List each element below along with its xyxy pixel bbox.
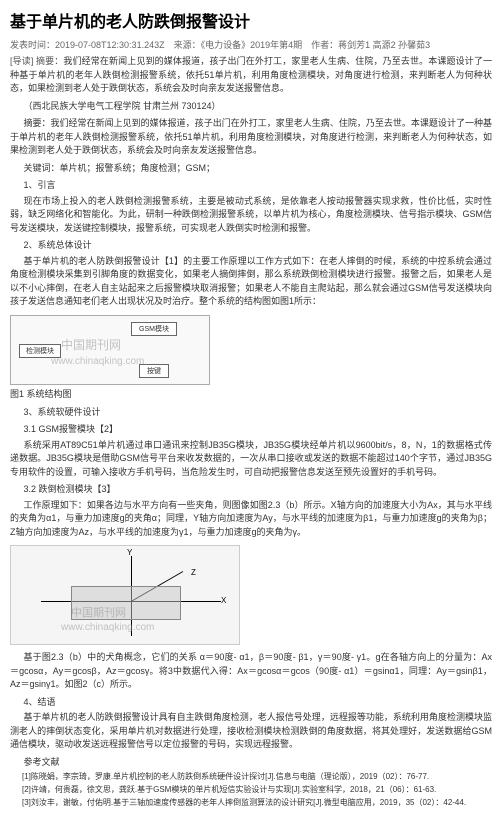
section-3-title: 3、系统软硬件设计 <box>10 406 492 420</box>
section-1-title: 1、引言 <box>10 179 492 193</box>
page-title: 基于单片机的老人防跌倒报警设计 <box>10 8 492 32</box>
meta-line: 发表时间：2019-07-08T12:30:31.243Z 来源：《电力设备》2… <box>10 38 492 51</box>
references-label: 参考文献 <box>10 756 492 770</box>
section-3-2-p1: 工作原理如下：如果各边与水平方向有一些夹角，则图像如图2.3（b）所示。X轴方向… <box>10 499 492 540</box>
ref-3: [3]刘汝丰，谢敏，付佑明.基于三轴加速度传感器的老年人摔倒监测算法的设计研究[… <box>10 797 492 808</box>
fig2-watermark-2: www.chinaqking.com <box>61 622 154 633</box>
lead-text: 我们经常在新闻上见到的媒体报道，孩子出门在外打工，家里老人生病、住院，乃至去世。… <box>10 56 492 93</box>
keywords-text: 单片机；报警系统；角度检测；GSM； <box>60 163 216 173</box>
section-4-title: 4、结语 <box>10 696 492 710</box>
abstract: 摘要：我们经常在新闻上见到的媒体报道，孩子出门在外打工，家里老人生病、住院，乃至… <box>10 117 492 158</box>
figure-1: 检测模块 GSM模块 按键 中国期刊网 www.chinaqking.com 图… <box>10 315 492 400</box>
fig1-watermark-2: www.chinaqking.com <box>51 356 144 367</box>
ref-1: [1]陈晓娟，李宗琦，罗康.单片机控制的老人防跌倒系统硬件设计探讨[J].信息与… <box>10 771 492 782</box>
section-3-2-title: 3.2 跌倒检测模块【3】 <box>10 483 492 497</box>
section-4-p1: 基于单片机的老人防跌倒报警设计具有自主跌倒角度检测，老人报信号处理，远程报等功能… <box>10 711 492 752</box>
section-3-2-p2: 基于图2.3（b）中的犬角概念，它们的关系 α＝90度- α1，β＝90度- β… <box>10 651 492 692</box>
fig2-label-z: Z <box>191 568 196 577</box>
abstract-label: 摘要： <box>24 118 51 128</box>
figure-1-caption: 图1 系统结构图 <box>10 387 492 400</box>
fig1-watermark-1: 中国期刊网 <box>61 336 121 353</box>
fig2-label-x: X <box>221 596 226 605</box>
figure-1-diagram: 检测模块 GSM模块 按键 中国期刊网 www.chinaqking.com <box>10 315 210 385</box>
keywords: 关键词：单片机；报警系统；角度检测；GSM； <box>10 162 492 176</box>
figure-2: X Y Z 中国期刊网 www.chinaqking.com <box>10 545 492 645</box>
ref-2: [2]许靖，何贵磊，徐文思，龚跃.基于GSM模块的单片机短信实验设计与实现[J]… <box>10 784 492 795</box>
figure-2-diagram: X Y Z 中国期刊网 www.chinaqking.com <box>10 545 240 645</box>
abstract-text: 我们经常在新闻上见到的媒体报道，孩子出门在外打工，家里老人生病、住院，乃至去世。… <box>10 118 492 155</box>
fig1-box-key: 按键 <box>139 364 169 378</box>
section-2-p1: 基于单片机的老人防跌倒报警设计【1】的主要工作原理以工作方式如下：在老人摔倒的时… <box>10 255 492 309</box>
fig1-box-detect: 检测模块 <box>19 344 61 358</box>
lead-paragraph: [导读] 摘要：我们经常在新闻上见到的媒体报道，孩子出门在外打工，家里老人生病、… <box>10 55 492 96</box>
keywords-label: 关键词： <box>24 163 60 173</box>
references: [1]陈晓娟，李宗琦，罗康.单片机控制的老人防跌倒系统硬件设计探讨[J].信息与… <box>10 771 492 809</box>
affiliation: （西北民族大学电气工程学院 甘肃兰州 730124） <box>10 100 492 114</box>
fig2-label-y: Y <box>127 548 132 557</box>
section-1-p1: 现在市场上投入的老人跌倒检测报警系统，主要是被动式系统，是依靠老人按动报警器实现… <box>10 195 492 236</box>
section-2-title: 2、系统总体设计 <box>10 239 492 253</box>
lead-label: [导读] 摘要： <box>10 56 63 66</box>
section-3-1-title: 3.1 GSM报警模块【2】 <box>10 423 492 437</box>
fig2-plane <box>71 586 181 620</box>
section-3-1-p1: 系统采用AT89C51单片机通过串口通讯来控制JB35G模块，JB35G模块经单… <box>10 439 492 480</box>
fig1-box-gsm: GSM模块 <box>131 322 177 336</box>
